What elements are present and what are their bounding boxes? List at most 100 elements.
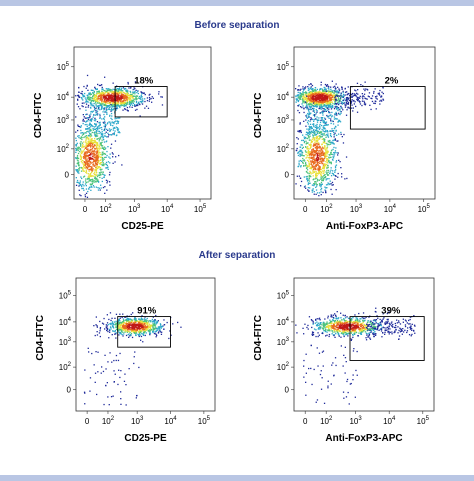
event-dot [300,95,302,97]
event-dot [306,178,308,180]
event-dot [81,156,83,158]
event-dot [337,91,339,93]
event-dot [109,352,111,354]
event-dot [335,111,337,114]
event-dot [125,319,128,321]
event-dot [114,333,116,335]
event-dot [89,94,91,96]
event-dot [96,151,98,153]
event-dot [143,322,145,325]
event-dot [91,118,93,120]
event-dot [87,156,89,158]
event-dot [319,183,321,185]
event-dot [116,107,119,109]
event-dot [98,106,100,108]
event-dot [145,329,147,332]
event-dot [309,167,311,169]
event-dot [333,134,336,136]
event-dot [158,327,160,329]
event-dot [154,328,156,330]
event-dot [97,181,100,183]
event-dot [158,328,161,330]
event-dot [137,323,139,325]
event-dot [303,141,306,144]
event-dot [299,153,301,156]
event-dot [320,132,322,134]
y-tick-label: 104 [277,92,290,102]
event-dot [133,332,136,334]
event-dot [123,105,125,108]
event-dot [104,328,106,330]
event-dot [112,162,114,164]
event-dot [94,86,96,88]
event-dot [306,175,308,178]
event-dot [94,142,96,144]
event-dot [90,101,92,103]
event-dot [99,189,101,191]
event-dot [326,150,329,153]
event-dot [351,104,353,106]
event-dot [338,95,340,97]
event-dot [136,329,138,331]
event-dot [321,152,323,154]
event-dot [302,155,304,157]
event-dot [107,93,109,95]
event-dot [113,101,116,104]
event-dot [304,160,306,162]
event-dot [326,173,328,175]
event-dot [320,117,323,119]
event-dot [313,120,315,122]
event-dot [82,96,85,98]
event-dot [90,156,92,158]
event-dot [323,133,325,135]
event-dot [320,94,322,96]
event-dot [335,98,337,100]
event-dot [106,382,108,384]
event-dot [141,319,143,321]
event-dot [105,103,107,105]
event-dot [105,98,107,100]
event-dot [90,168,92,170]
event-dot [100,161,103,164]
event-dot [86,142,88,145]
event-dot [322,100,324,102]
event-dot [107,146,109,148]
event-dot [116,324,118,326]
event-dot [142,333,145,335]
event-dot [106,136,108,138]
event-dot [101,92,103,94]
event-dot [315,176,317,179]
event-dot [97,105,99,108]
event-dot [297,130,299,132]
event-dot [90,141,92,143]
event-dot [321,331,324,334]
event-dot [79,96,81,98]
event-dot [105,167,107,169]
event-dot [109,102,112,104]
event-dot [312,130,314,132]
event-dot [317,164,319,166]
event-dot [332,184,334,186]
event-dot [328,96,330,98]
event-dot [119,328,121,331]
event-dot [149,320,151,322]
event-dot [336,90,338,92]
event-dot [79,158,82,161]
event-dot [302,98,304,100]
event-dot [326,162,328,164]
event-dot [315,99,318,101]
event-dot [96,99,98,102]
event-dot [317,157,320,159]
event-dot [109,123,111,125]
event-dot [366,98,368,100]
event-dot [102,92,105,94]
event-dot [334,102,336,104]
event-dot [322,179,324,182]
event-dot [326,98,329,100]
event-dot [135,96,137,98]
event-dot [319,105,321,107]
event-dot [297,151,299,154]
event-dot [106,329,108,332]
event-dot [139,334,141,336]
event-dot [90,165,92,168]
